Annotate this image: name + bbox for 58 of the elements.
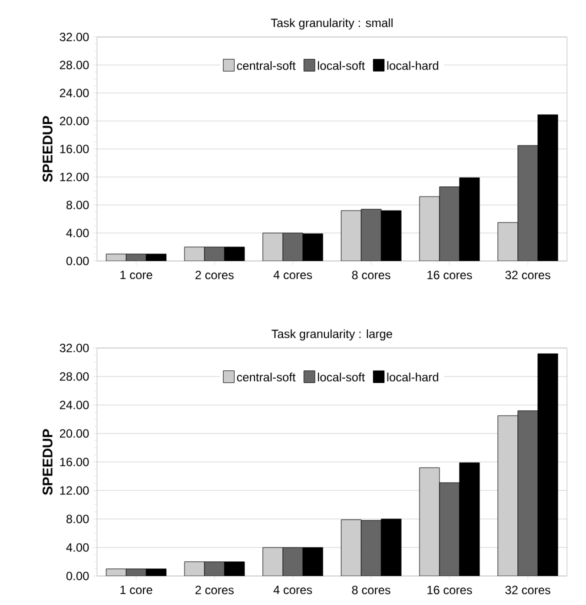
bar: [361, 209, 382, 261]
x-tick-label: 8 cores: [352, 586, 390, 594]
y-tick-label: 12.00: [60, 486, 89, 495]
legend-label: local-hard: [387, 372, 438, 382]
x-tick-label: 16 cores: [427, 270, 472, 280]
x-tick-label: 2 cores: [195, 586, 234, 594]
x-tick-label: 16 cores: [427, 586, 472, 594]
bar: [498, 415, 518, 576]
legend-label: local-soft: [318, 61, 365, 70]
x-tick-label: 4 cores: [274, 270, 312, 280]
y-tick-label: 32.00: [60, 32, 89, 42]
y-tick-label: 24.00: [60, 400, 89, 410]
y-tick-label: 8.00: [66, 514, 89, 524]
bar: [518, 145, 538, 261]
bar: [420, 196, 440, 261]
chart-title: Task granularity : large: [272, 329, 392, 340]
y-axis-title: SPEEDUP: [42, 116, 52, 182]
bar: [518, 410, 538, 576]
bar: [361, 520, 382, 576]
y-tick-label: 12.00: [60, 172, 89, 182]
y-tick-label: 20.00: [60, 429, 89, 438]
bar: [204, 562, 224, 576]
legend-label: local-hard: [387, 61, 438, 70]
y-tick-label: 28.00: [60, 372, 89, 381]
bar: [282, 232, 303, 261]
bar: [282, 547, 303, 576]
bar: [341, 520, 362, 576]
y-tick-label: 20.00: [60, 116, 89, 126]
y-tick-label: 0.00: [66, 572, 89, 580]
chart-title: Task granularity : small: [270, 18, 393, 30]
x-tick-label: 4 cores: [274, 586, 312, 594]
x-tick-label: 8 cores: [352, 270, 390, 280]
y-tick-label: 4.00: [66, 228, 89, 238]
x-tick-label: 1 core: [120, 586, 152, 594]
legend-label: central-soft: [237, 61, 296, 70]
bar: [420, 468, 440, 576]
y-tick-label: 4.00: [66, 543, 89, 552]
y-tick-label: 24.00: [60, 88, 89, 98]
bar: [341, 210, 362, 261]
y-tick-label: 0.00: [66, 256, 89, 266]
x-tick-label: 1 core: [120, 270, 152, 280]
bar: [440, 186, 460, 261]
y-tick-label: 16.00: [60, 458, 89, 466]
bar: [440, 482, 460, 576]
bar: [262, 547, 283, 576]
legend-label: central-soft: [237, 372, 296, 382]
y-axis-title: SPEEDUP: [42, 429, 52, 495]
y-tick-label: 28.00: [60, 60, 89, 70]
legend-label: local-soft: [318, 372, 365, 382]
y-tick-label: 8.00: [66, 200, 89, 210]
x-tick-label: 32 cores: [505, 586, 550, 594]
x-tick-label: 32 cores: [505, 270, 550, 280]
bar: [184, 562, 204, 576]
bar: [498, 222, 518, 261]
x-tick-label: 2 cores: [195, 270, 234, 280]
y-tick-label: 16.00: [60, 144, 89, 154]
bar: [262, 232, 283, 261]
y-tick-label: 32.00: [60, 344, 89, 352]
